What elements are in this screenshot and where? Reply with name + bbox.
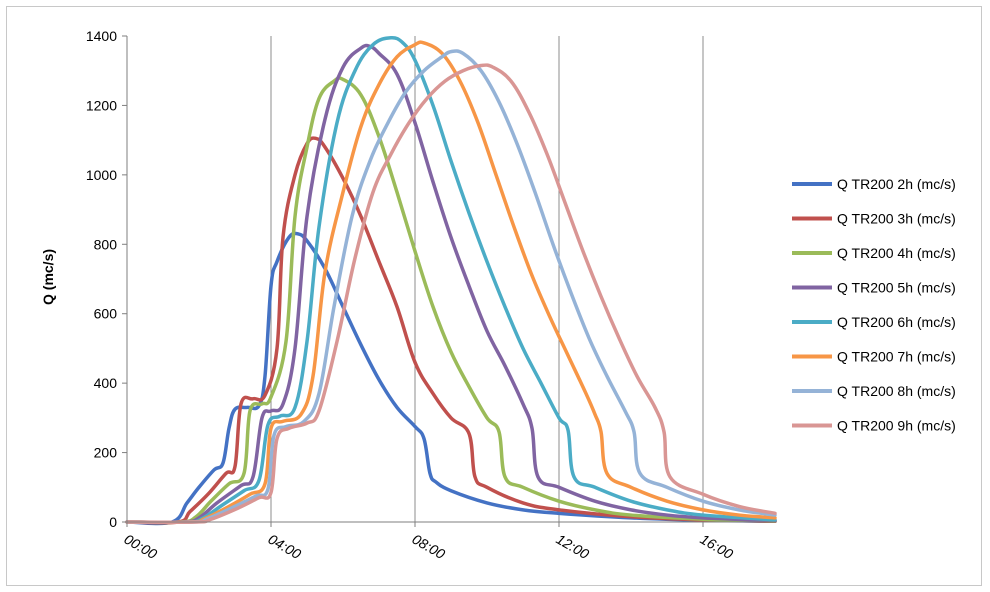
y-tick-label: 1200 — [86, 97, 117, 113]
legend-label: Q TR200 7h (mc/s) — [837, 349, 956, 365]
x-tick-labels: 00:00 04:00 08:00 12:00 16:00 — [122, 531, 737, 562]
chart-frame: 0 200 400 600 800 1000 1200 1400 00:00 04:00 08:0… — [6, 6, 982, 586]
legend-label: Q TR200 4h (mc/s) — [837, 245, 956, 261]
x-tick-label: 04:00 — [266, 531, 305, 562]
y-tick-label: 0 — [109, 514, 117, 530]
legend-label: Q TR200 3h (mc/s) — [837, 211, 956, 227]
x-tick-label: 08:00 — [410, 531, 449, 562]
y-tick-label: 800 — [94, 236, 118, 252]
y-tick-label: 200 — [94, 445, 118, 461]
gridlines — [271, 36, 703, 522]
y-tick-label: 1000 — [86, 167, 117, 183]
line-chart: 0 200 400 600 800 1000 1200 1400 00:00 04:00 08:0… — [7, 7, 983, 587]
x-tick-label: 16:00 — [698, 531, 737, 562]
legend-label: Q TR200 8h (mc/s) — [837, 383, 956, 399]
series-line — [127, 138, 775, 523]
legend: Q TR200 2h (mc/s) Q TR200 3h (mc/s) Q TR20… — [792, 176, 956, 434]
axes — [122, 36, 775, 527]
y-tick-label: 600 — [94, 306, 118, 322]
y-tick-label: 400 — [94, 375, 118, 391]
x-tick-label: 00:00 — [122, 531, 161, 562]
legend-label: Q TR200 2h (mc/s) — [837, 176, 956, 192]
series-lines — [127, 38, 775, 524]
legend-label: Q TR200 5h (mc/s) — [837, 280, 956, 296]
y-axis-title: Q (mc/s) — [40, 249, 56, 305]
legend-label: Q TR200 6h (mc/s) — [837, 314, 956, 330]
legend-label: Q TR200 9h (mc/s) — [837, 418, 956, 434]
y-tick-label: 1400 — [86, 28, 117, 44]
y-tick-labels: 0 200 400 600 800 1000 1200 1400 — [86, 28, 117, 530]
series-line — [127, 233, 775, 523]
x-tick-label: 12:00 — [554, 531, 593, 562]
